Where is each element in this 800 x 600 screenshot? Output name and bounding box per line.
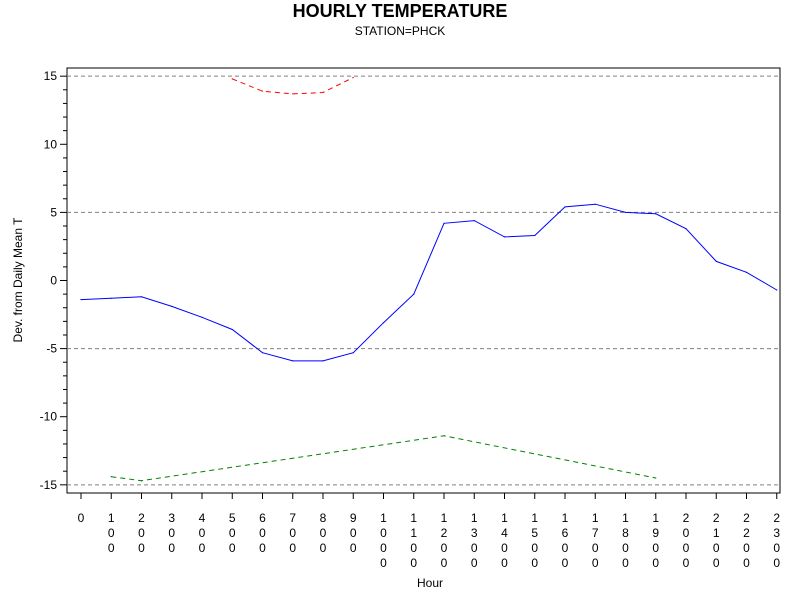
- data-point: [322, 91, 324, 94]
- data-point: [776, 289, 778, 291]
- data-point: [261, 90, 264, 92]
- data-point: [382, 322, 385, 324]
- data-point: [110, 297, 112, 299]
- data-point: [140, 480, 143, 482]
- data-point: [655, 213, 657, 215]
- y-axis-label: Dev. from Daily Mean T: [11, 217, 25, 343]
- data-point: [352, 76, 354, 79]
- data-point: [231, 78, 233, 80]
- data-point: [140, 296, 143, 298]
- data-point: [201, 316, 203, 318]
- data-point: [110, 476, 112, 478]
- y-tick-label: -15: [40, 478, 58, 492]
- data-point: [564, 206, 566, 208]
- data-point: [534, 234, 536, 237]
- x-tick-label: 0: [78, 511, 85, 525]
- chart-subtitle: STATION=PHCK: [355, 24, 446, 38]
- data-point: [80, 298, 82, 301]
- series-line-0: [80, 203, 778, 362]
- data-point: [352, 352, 354, 354]
- y-tick-label: 10: [44, 137, 58, 151]
- plot-frame: [66, 67, 781, 494]
- data-point: [322, 360, 324, 362]
- data-point: [231, 328, 233, 331]
- y-tick-label: 15: [44, 69, 58, 83]
- data-point: [443, 222, 445, 224]
- data-point: [261, 352, 264, 354]
- y-tick-label: 0: [50, 274, 57, 288]
- data-point: [171, 305, 173, 307]
- data-point: [292, 93, 294, 95]
- data-point: [413, 293, 415, 295]
- data-point: [503, 236, 506, 238]
- data-point: [655, 477, 657, 479]
- data-point: [685, 228, 687, 230]
- data-point: [745, 271, 748, 273]
- x-axis-label: Hour: [417, 576, 443, 590]
- data-point: [594, 203, 596, 205]
- y-tick-label: -10: [40, 410, 58, 424]
- chart-title: HOURLY TEMPERATURE: [293, 1, 508, 21]
- data-point: [443, 435, 445, 437]
- y-tick-label: -5: [46, 342, 57, 356]
- series-line-1: [232, 77, 354, 95]
- data-point: [473, 219, 475, 222]
- data-point: [715, 260, 717, 263]
- y-tick-label: 5: [50, 205, 57, 219]
- data-point: [292, 360, 294, 362]
- series-line-2: [111, 435, 656, 482]
- data-point: [624, 211, 627, 213]
